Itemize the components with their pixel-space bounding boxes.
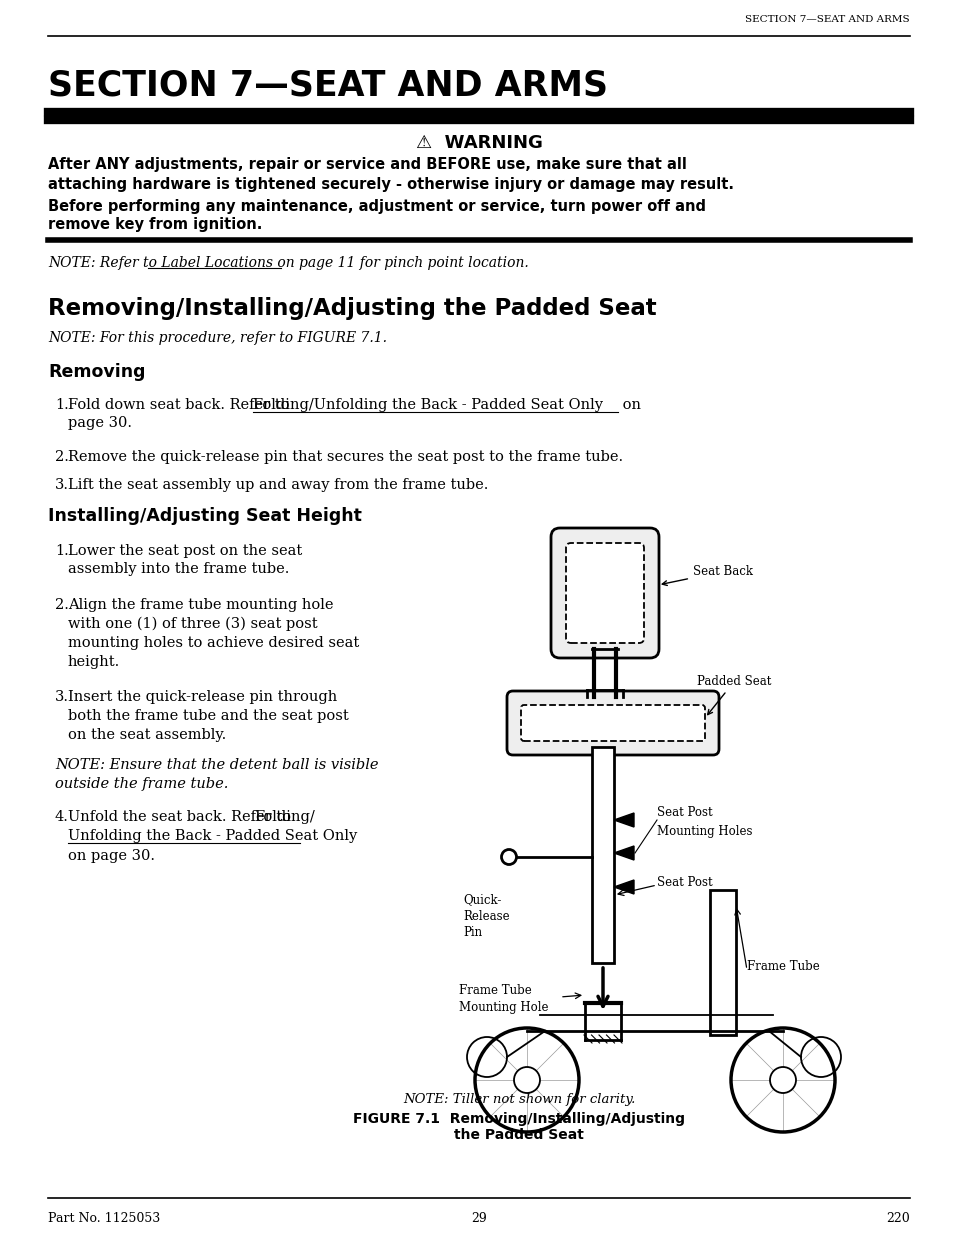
Text: ⚠  WARNING: ⚠ WARNING [416, 135, 542, 152]
Text: Align the frame tube mounting hole: Align the frame tube mounting hole [68, 598, 334, 613]
Text: 2.: 2. [55, 598, 69, 613]
Text: 220: 220 [885, 1212, 909, 1224]
Text: Frame Tube: Frame Tube [458, 983, 531, 997]
Text: Before performing any maintenance, adjustment or service, turn power off and: Before performing any maintenance, adjus… [48, 199, 705, 214]
Text: on the seat assembly.: on the seat assembly. [68, 727, 226, 742]
Text: attaching hardware is tightened securely - otherwise injury or damage may result: attaching hardware is tightened securely… [48, 177, 733, 191]
Text: Lift the seat assembly up and away from the frame tube.: Lift the seat assembly up and away from … [68, 478, 488, 492]
Text: assembly into the frame tube.: assembly into the frame tube. [68, 562, 289, 576]
Text: Padded Seat: Padded Seat [697, 676, 771, 715]
Text: Release: Release [462, 910, 509, 924]
Text: Fold down seat back. Refer to: Fold down seat back. Refer to [68, 398, 294, 412]
Bar [709, 890, 735, 1035]
Text: mounting holes to achieve desired seat: mounting holes to achieve desired seat [68, 636, 359, 650]
Text: Seat Post: Seat Post [657, 877, 712, 889]
Text: NOTE: Ensure that the detent ball is visible: NOTE: Ensure that the detent ball is vis… [55, 758, 378, 772]
Text: Insert the quick-release pin through: Insert the quick-release pin through [68, 690, 337, 704]
Text: Seat Post: Seat Post [657, 806, 712, 820]
Text: 1.: 1. [55, 398, 69, 412]
Text: Lower the seat post on the seat: Lower the seat post on the seat [68, 543, 302, 558]
Text: Mounting Hole: Mounting Hole [458, 1000, 548, 1014]
Text: Pin: Pin [462, 926, 481, 940]
Text: Folding/: Folding/ [253, 810, 314, 824]
FancyBboxPatch shape [565, 543, 643, 643]
Text: Mounting Holes: Mounting Holes [657, 825, 752, 837]
Text: Folding/Unfolding the Back - Padded Seat Only: Folding/Unfolding the Back - Padded Seat… [253, 398, 602, 412]
Text: height.: height. [68, 655, 120, 669]
Text: on: on [618, 398, 640, 412]
Text: page 30.: page 30. [68, 416, 132, 430]
Text: NOTE: Tiller not shown for clarity.: NOTE: Tiller not shown for clarity. [402, 1093, 635, 1107]
Text: Part No. 1125053: Part No. 1125053 [48, 1212, 160, 1224]
Text: Removing/Installing/Adjusting the Padded Seat: Removing/Installing/Adjusting the Padded… [48, 296, 656, 320]
Text: Installing/Adjusting Seat Height: Installing/Adjusting Seat Height [48, 508, 361, 525]
FancyBboxPatch shape [506, 692, 719, 755]
Text: outside the frame tube.: outside the frame tube. [55, 777, 228, 790]
Polygon shape [614, 881, 634, 894]
Text: both the frame tube and the seat post: both the frame tube and the seat post [68, 709, 349, 722]
Text: NOTE: For this procedure, refer to FIGURE 7.1.: NOTE: For this procedure, refer to FIGUR… [48, 331, 387, 345]
Text: the Padded Seat: the Padded Seat [454, 1128, 583, 1142]
Text: 4.: 4. [55, 810, 69, 824]
Text: Unfold the seat back. Refer to: Unfold the seat back. Refer to [68, 810, 295, 824]
Text: with one (1) of three (3) seat post: with one (1) of three (3) seat post [68, 618, 317, 631]
Text: 3.: 3. [55, 478, 69, 492]
Text: SECTION 7—SEAT AND ARMS: SECTION 7—SEAT AND ARMS [744, 16, 909, 25]
Text: NOTE: Refer to Label Locations on page 11 for pinch point location.: NOTE: Refer to Label Locations on page 1… [48, 256, 528, 270]
Text: 2.: 2. [55, 450, 69, 464]
Text: 29: 29 [471, 1212, 486, 1224]
Polygon shape [614, 813, 634, 827]
Polygon shape [614, 846, 634, 860]
Text: Unfolding the Back - Padded Seat Only: Unfolding the Back - Padded Seat Only [68, 829, 356, 844]
Text: 3.: 3. [55, 690, 69, 704]
Text: FIGURE 7.1  Removing/Installing/Adjusting: FIGURE 7.1 Removing/Installing/Adjusting [353, 1112, 684, 1126]
Bar [592, 747, 614, 963]
Text: Quick-: Quick- [462, 893, 501, 906]
FancyBboxPatch shape [551, 529, 659, 658]
Text: Seat Back: Seat Back [661, 564, 752, 585]
Text: on page 30.: on page 30. [68, 848, 154, 863]
Text: After ANY adjustments, repair or service and BEFORE use, make sure that all: After ANY adjustments, repair or service… [48, 158, 686, 173]
Text: SECTION 7—SEAT AND ARMS: SECTION 7—SEAT AND ARMS [48, 68, 607, 103]
Text: Removing: Removing [48, 363, 146, 382]
Text: remove key from ignition.: remove key from ignition. [48, 217, 262, 232]
Text: 1.: 1. [55, 543, 69, 558]
Text: Remove the quick-release pin that secures the seat post to the frame tube.: Remove the quick-release pin that secure… [68, 450, 622, 464]
FancyBboxPatch shape [520, 705, 704, 741]
Text: Frame Tube: Frame Tube [746, 961, 819, 973]
